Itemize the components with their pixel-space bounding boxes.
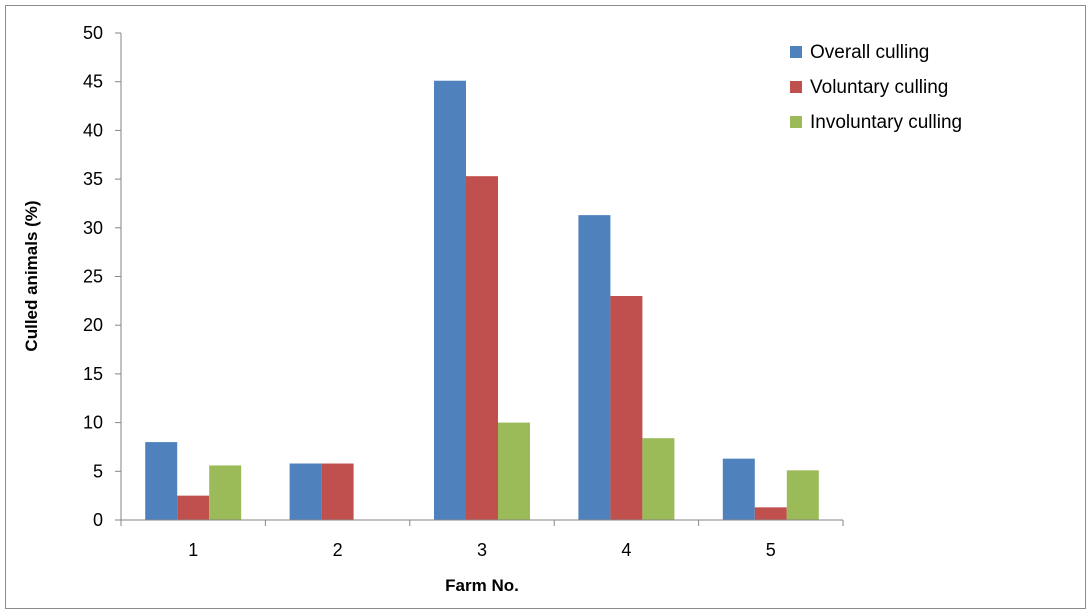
bar-overall-culling-farm-2 — [289, 463, 322, 520]
y-tick-label: 50 — [83, 23, 103, 43]
x-tick-label: 1 — [188, 540, 198, 560]
bar-overall-culling-farm-5 — [722, 458, 755, 520]
bar-overall-culling-farm-4 — [578, 215, 611, 520]
x-axis-title: Farm No. — [445, 576, 519, 595]
x-tick-label: 2 — [333, 540, 343, 560]
x-tick-label: 3 — [477, 540, 487, 560]
bar-involuntary-culling-farm-1 — [209, 465, 242, 520]
bar-voluntary-culling-farm-5 — [754, 507, 787, 520]
y-tick-label: 15 — [83, 364, 103, 384]
bar-overall-culling-farm-3 — [434, 80, 466, 520]
bar-voluntary-culling-farm-4 — [610, 295, 643, 520]
legend-label: Overall culling — [810, 42, 929, 63]
y-tick-label: 0 — [93, 510, 103, 530]
y-axis-title: Culled animals (%) — [22, 200, 41, 351]
bar-overall-culling-farm-1 — [145, 442, 178, 520]
y-tick-label: 25 — [83, 267, 103, 287]
y-tick-label: 20 — [83, 315, 103, 335]
y-tick-label: 5 — [93, 461, 103, 481]
legend-swatch — [790, 81, 802, 93]
bar-involuntary-culling-farm-4 — [642, 438, 675, 520]
y-tick-label: 40 — [83, 120, 103, 140]
bars-group — [145, 80, 819, 521]
legend: Overall culling Voluntary culling Involunt… — [790, 42, 962, 133]
legend-swatch — [790, 46, 802, 58]
legend-label: Involuntary culling — [810, 112, 962, 133]
bar-involuntary-culling-farm-5 — [786, 470, 819, 520]
legend-label: Voluntary culling — [810, 77, 948, 98]
legend-swatch — [790, 116, 802, 128]
y-tick-label: 30 — [83, 218, 103, 238]
bar-voluntary-culling-farm-2 — [321, 463, 354, 520]
x-tick-label: 5 — [766, 540, 776, 560]
bar-voluntary-culling-farm-1 — [177, 495, 210, 520]
y-tick-label: 35 — [83, 169, 103, 189]
bar-voluntary-culling-farm-3 — [466, 176, 498, 521]
y-tick-label: 45 — [83, 72, 103, 92]
y-tick-label: 10 — [83, 413, 103, 433]
x-tick-label: 4 — [621, 540, 631, 560]
bar-involuntary-culling-farm-3 — [498, 422, 530, 520]
